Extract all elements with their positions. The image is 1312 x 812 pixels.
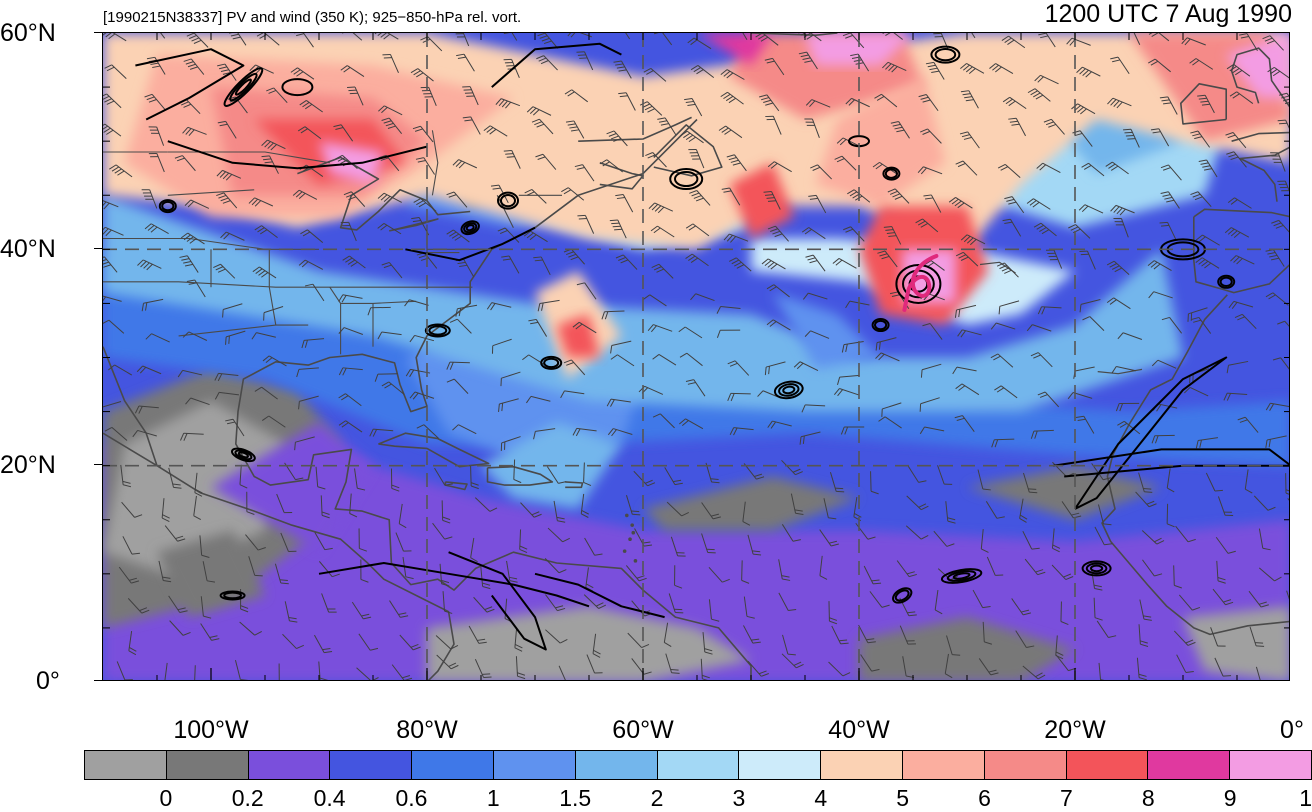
pv-map-canvas — [103, 33, 1290, 681]
lon-label-0: 0° — [1280, 716, 1304, 745]
colorbar-swatch — [85, 751, 167, 779]
lon-label-20w: 20°W — [1044, 716, 1105, 745]
lon-label-40w: 40°W — [828, 716, 889, 745]
colorbar-swatch — [903, 751, 985, 779]
colorbar-label: 0.4 — [314, 785, 346, 812]
colorbar-label: 5 — [896, 785, 909, 812]
colorbar-label: 1.5 — [559, 785, 591, 812]
colorbar-swatch — [412, 751, 494, 779]
colorbar-swatch — [985, 751, 1067, 779]
lat-label-60n: 60°N — [0, 19, 56, 48]
lat-tick — [94, 248, 102, 249]
lat-label-40n: 40°N — [0, 235, 56, 264]
colorbar-swatch — [494, 751, 576, 779]
colorbar-swatch — [1230, 751, 1311, 779]
valid-time-title: 1200 UTC 7 Aug 1990 — [1045, 0, 1292, 29]
colorbar-label: 3 — [733, 785, 746, 812]
colorbar-label: 0 — [159, 785, 172, 812]
lat-tick — [94, 32, 102, 33]
colorbar-label: 0.2 — [232, 785, 264, 812]
colorbar-label: 8 — [1142, 785, 1155, 812]
colorbar-label: 2 — [651, 785, 664, 812]
lon-label-60w: 60°W — [612, 716, 673, 745]
colorbar-label: 6 — [978, 785, 991, 812]
pv-colorbar — [84, 750, 1312, 780]
colorbar-swatch — [167, 751, 249, 779]
colorbar-label: 10 — [1299, 785, 1312, 812]
lon-label-100w: 100°W — [173, 716, 248, 745]
colorbar-swatch — [330, 751, 412, 779]
colorbar-swatch — [658, 751, 740, 779]
colorbar-swatch — [739, 751, 821, 779]
pv-shading-layer — [103, 33, 1290, 681]
colorbar-swatch — [1148, 751, 1230, 779]
colorbar-label: 7 — [1060, 785, 1073, 812]
colorbar-label: 9 — [1224, 785, 1237, 812]
lat-label-equator: 0° — [36, 667, 60, 696]
lat-tick — [94, 680, 102, 681]
map-panel — [102, 32, 1290, 681]
lat-tick — [94, 464, 102, 465]
colorbar-swatch — [249, 751, 331, 779]
map-subtitle: [1990215N38337] PV and wind (350 K); 925… — [103, 9, 521, 26]
colorbar-label: 0.6 — [395, 785, 427, 812]
colorbar-swatch — [576, 751, 658, 779]
colorbar-label: 4 — [814, 785, 827, 812]
colorbar-label: 1 — [487, 785, 500, 812]
colorbar-swatch — [821, 751, 903, 779]
colorbar-swatch — [1067, 751, 1149, 779]
lat-label-20n: 20°N — [0, 451, 56, 480]
lon-label-80w: 80°W — [396, 716, 457, 745]
